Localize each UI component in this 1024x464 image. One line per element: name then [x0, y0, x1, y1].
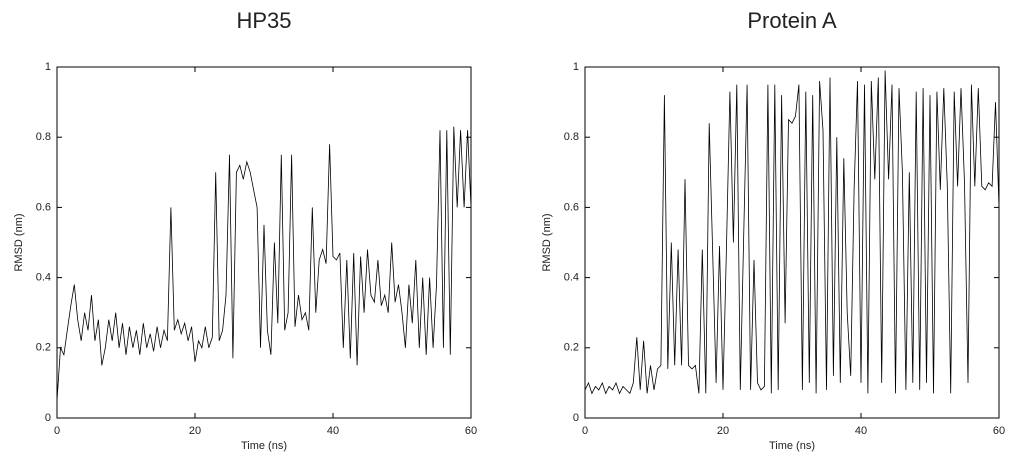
y-tick-label: 1: [45, 61, 51, 73]
x-tick-label: 20: [717, 425, 729, 437]
x-tick-label: 40: [855, 425, 867, 437]
y-tick-label: 0.8: [564, 131, 579, 143]
x-tick-label: 60: [465, 425, 477, 437]
y-tick-label: 0.2: [36, 342, 51, 354]
x-tick-label: 20: [189, 425, 201, 437]
y-axis-label: RMSD (nm): [13, 213, 25, 271]
plot-frame: [584, 66, 1000, 419]
plot-frame: [56, 66, 472, 419]
y-tick-label: 0: [45, 412, 51, 424]
x-tick-label: 0: [582, 425, 588, 437]
y-axis-label: RMSD (nm): [541, 213, 553, 271]
y-tick-label: 0.6: [36, 201, 51, 213]
y-tick-label: 0.8: [36, 131, 51, 143]
x-tick-label: 0: [54, 425, 60, 437]
x-axis-label: Time (ns): [769, 440, 815, 452]
y-tick-label: 1: [573, 61, 579, 73]
rmsd-line: [56, 126, 472, 401]
x-tick-label: 40: [327, 425, 339, 437]
y-tick-label: 0.4: [36, 272, 51, 284]
x-tick-label: 60: [993, 425, 1005, 437]
y-tick-label: 0.6: [564, 201, 579, 213]
y-tick-label: 0: [573, 412, 579, 424]
x-axis-label: Time (ns): [241, 440, 287, 452]
chart-title: HP35: [236, 8, 291, 33]
rmsd-line: [584, 70, 1000, 395]
y-tick-label: 0.4: [564, 272, 579, 284]
chart-title: Protein A: [747, 8, 837, 33]
y-tick-label: 0.2: [564, 342, 579, 354]
